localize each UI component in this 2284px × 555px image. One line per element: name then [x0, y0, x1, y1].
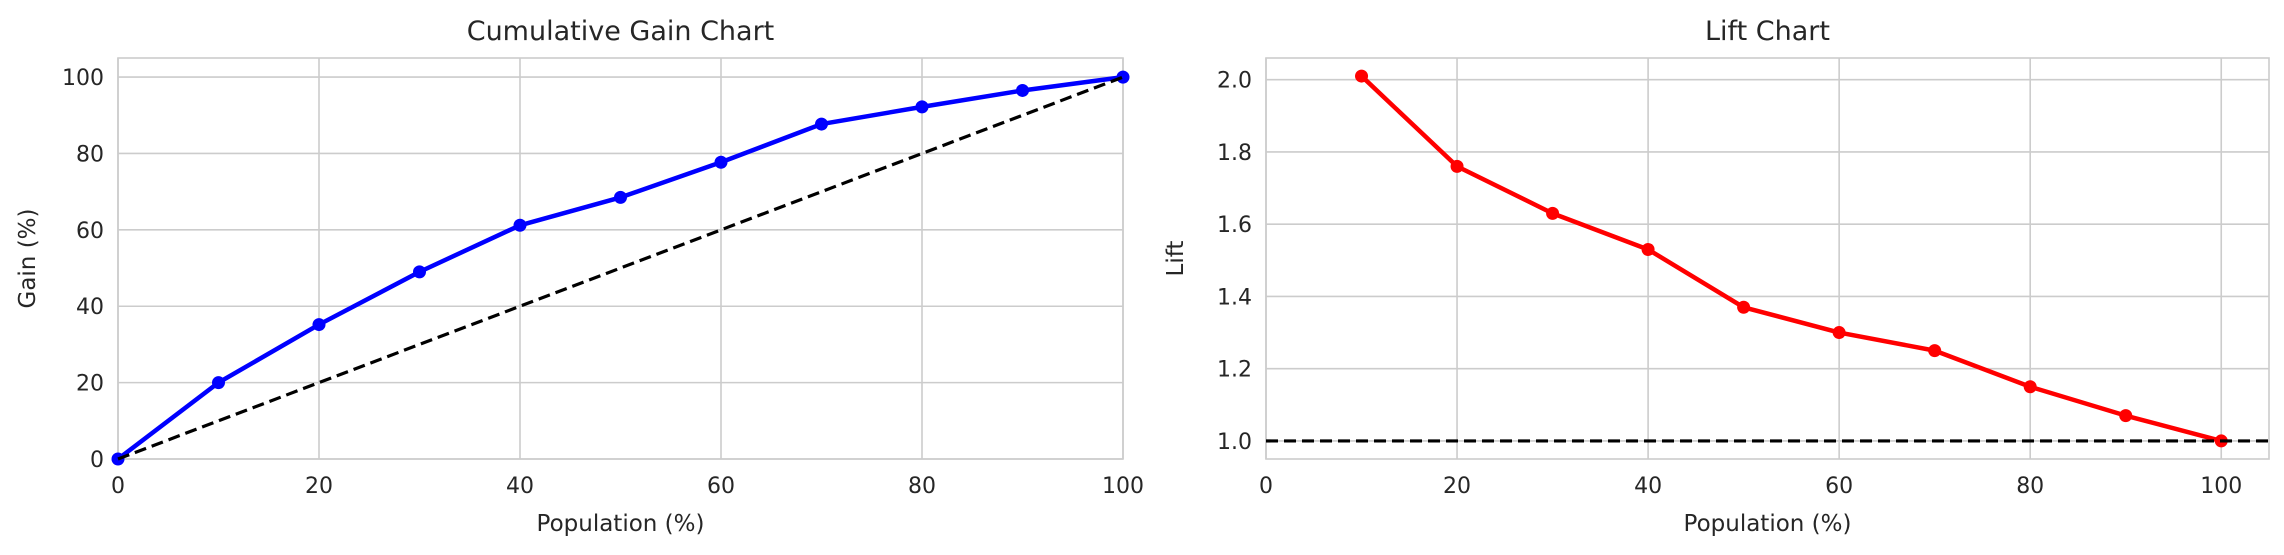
data-point: [815, 117, 828, 131]
y-tick-label: 80: [76, 142, 104, 167]
chart-title: Cumulative Gain Chart: [467, 16, 775, 47]
y-axis-label: Gain (%): [15, 209, 41, 309]
data-point: [915, 100, 929, 114]
chart-title: Lift Chart: [1705, 16, 1830, 47]
y-tick-label: 1.6: [1217, 213, 1252, 238]
x-tick-label: 40: [1634, 474, 1662, 499]
y-tick-label: 1.4: [1217, 285, 1252, 310]
y-tick-label: 1.8: [1217, 141, 1252, 166]
data-point: [714, 155, 728, 169]
data-point: [1928, 344, 1942, 358]
plot-frame: [117, 57, 1124, 460]
data-point: [212, 376, 225, 390]
plot-frame: [1265, 57, 2270, 460]
x-axis-label: Population (%): [1684, 511, 1852, 537]
y-tick-label: 0: [90, 448, 104, 473]
data-point: [1116, 70, 1130, 84]
cumulative-gain-chart: Cumulative Gain Chart Population (%) Gai…: [15, 16, 1144, 537]
x-tick-label: 0: [1259, 474, 1273, 499]
y-tick-label: 2.0: [1217, 69, 1252, 94]
grid: [117, 57, 1124, 460]
x-tick-label: 20: [305, 474, 333, 499]
data-point: [1450, 159, 1464, 173]
y-tick-label: 60: [76, 219, 104, 244]
x-tick-label: 40: [506, 474, 534, 499]
grid: [1265, 57, 2270, 460]
y-tick-label: 40: [76, 295, 104, 320]
data-point: [1355, 69, 1369, 83]
y-tick-label: 100: [62, 66, 104, 91]
data-point: [1016, 83, 1029, 97]
x-tick-label: 60: [707, 474, 735, 499]
data-point: [2023, 380, 2037, 394]
data-point: [614, 190, 627, 204]
baseline-dashed-line: [117, 75, 1124, 461]
x-tick-label: 20: [1443, 474, 1471, 499]
series-line: [1359, 74, 2222, 444]
y-tick-label: 1.0: [1217, 430, 1252, 455]
x-axis-label: Population (%): [537, 511, 705, 537]
data-point: [2119, 409, 2133, 423]
x-tick-label: 80: [2016, 474, 2044, 499]
y-tick-label: 1.2: [1217, 358, 1252, 383]
data-point: [312, 318, 326, 332]
lift-chart: Lift Chart Population (%) Lift 0 20 40 60 80…: [1163, 16, 2270, 537]
x-tick-label: 100: [1102, 474, 1144, 499]
data-point: [1546, 206, 1560, 220]
data-point: [1737, 300, 1751, 314]
x-tick-label: 100: [2200, 474, 2242, 499]
data-point: [1832, 326, 1846, 340]
x-tick-label: 60: [1825, 474, 1853, 499]
series-line: [116, 74, 1124, 461]
x-tick-label: 0: [111, 474, 125, 499]
y-axis-label: Lift: [1163, 241, 1189, 277]
x-tick-label: 80: [908, 474, 936, 499]
data-point: [513, 218, 527, 232]
data-point: [413, 265, 426, 279]
data-point: [1641, 242, 1655, 256]
y-tick-label: 20: [76, 372, 104, 397]
